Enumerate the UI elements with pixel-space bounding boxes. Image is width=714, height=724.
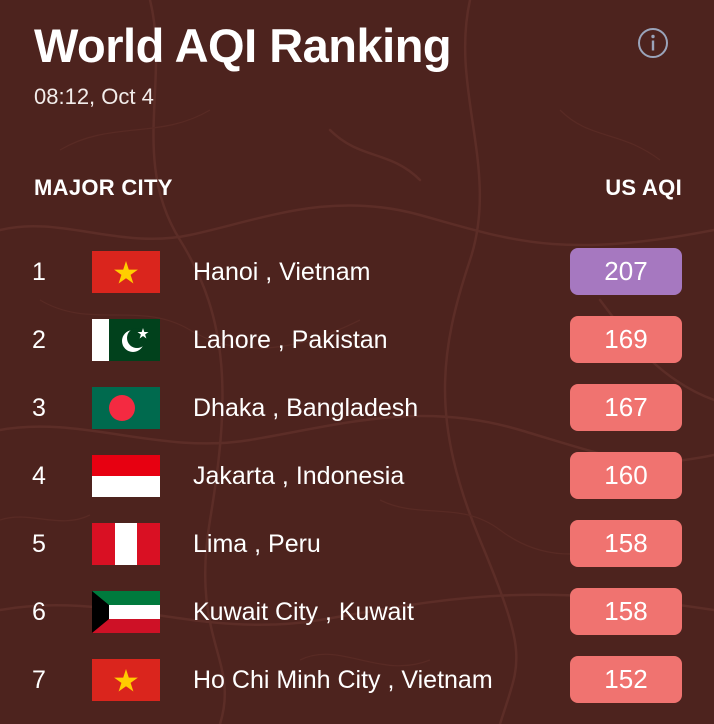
rank-number: 3 bbox=[32, 394, 46, 422]
table-row[interactable]: 7 Ho Chi Minh City , Vietnam 152 bbox=[0, 655, 714, 705]
city-name: Lima , Peru bbox=[193, 530, 321, 558]
city-name: Lahore , Pakistan bbox=[193, 326, 388, 354]
city-name: Kuwait City , Kuwait bbox=[193, 598, 414, 626]
table-row[interactable]: 4 Jakarta , Indonesia 160 bbox=[0, 451, 714, 501]
vietnam-flag-icon bbox=[92, 251, 160, 293]
city-name: Ho Chi Minh City , Vietnam bbox=[193, 666, 493, 694]
aqi-badge[interactable]: 158 bbox=[570, 588, 682, 635]
aqi-badge[interactable]: 160 bbox=[570, 452, 682, 499]
rank-number: 6 bbox=[32, 598, 46, 626]
page-title: World AQI Ranking bbox=[34, 19, 452, 72]
aqi-badge[interactable]: 169 bbox=[570, 316, 682, 363]
bangladesh-flag-icon bbox=[92, 387, 160, 429]
pakistan-flag-icon bbox=[92, 319, 160, 361]
aqi-badge[interactable]: 207 bbox=[570, 248, 682, 295]
table-row[interactable]: 6 Kuwait City , Kuwait 158 bbox=[0, 587, 714, 637]
vietnam-flag-icon bbox=[92, 659, 160, 701]
table-row[interactable]: 2 Lahore , Pakistan 169 bbox=[0, 315, 714, 365]
peru-flag-icon bbox=[92, 523, 160, 565]
aqi-badge[interactable]: 167 bbox=[570, 384, 682, 431]
kuwait-flag-icon bbox=[92, 591, 160, 633]
rank-number: 7 bbox=[32, 666, 46, 694]
aqi-badge[interactable]: 152 bbox=[570, 656, 682, 703]
rank-number: 1 bbox=[32, 258, 46, 286]
major-city-header: MAJOR CITY bbox=[34, 175, 173, 200]
city-name: Hanoi , Vietnam bbox=[193, 258, 371, 286]
table-row[interactable]: 1 Hanoi , Vietnam 207 bbox=[0, 247, 714, 297]
table-row[interactable]: 5 Lima , Peru 158 bbox=[0, 519, 714, 569]
info-icon[interactable] bbox=[637, 27, 669, 59]
update-timestamp: 08:12, Oct 4 bbox=[34, 84, 154, 109]
rank-number: 2 bbox=[32, 326, 46, 354]
us-aqi-header: US AQI bbox=[605, 175, 682, 200]
aqi-badge[interactable]: 158 bbox=[570, 520, 682, 567]
city-name: Jakarta , Indonesia bbox=[193, 462, 405, 490]
rank-number: 4 bbox=[32, 462, 46, 490]
rank-number: 5 bbox=[32, 530, 46, 558]
table-row[interactable]: 3 Dhaka , Bangladesh 167 bbox=[0, 383, 714, 433]
indonesia-flag-icon bbox=[92, 455, 160, 497]
city-name: Dhaka , Bangladesh bbox=[193, 394, 419, 422]
